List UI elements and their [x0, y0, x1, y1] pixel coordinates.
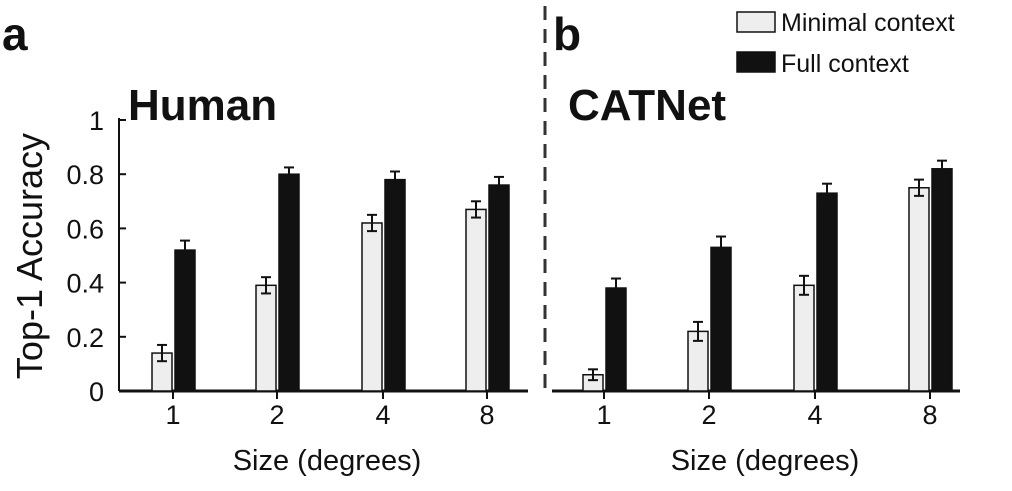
bar-minimal-context — [255, 284, 277, 392]
bar-full-context — [174, 249, 196, 392]
panel-a-x-axis-label: Size (degrees) — [233, 445, 422, 477]
panel-a-letter: a — [2, 8, 28, 60]
y-tick-label: 0.4 — [66, 269, 104, 299]
panel-b-plot: 1 2 4 8 — [552, 159, 960, 430]
panel-a-title: Human — [128, 81, 277, 130]
panel-b-x-axis-label: Size (degrees) — [671, 445, 860, 477]
panel-b-letter: b — [553, 8, 581, 60]
legend-swatch-minimal — [736, 11, 776, 33]
panel-a-plot: 1 2 4 8 — [119, 166, 528, 430]
bar-full-context — [384, 178, 406, 392]
legend-swatch-full — [736, 51, 776, 73]
legend: Minimal context Full context — [736, 9, 955, 78]
bar-full-context — [931, 168, 953, 392]
bar-full-context — [488, 184, 510, 392]
x-tick-label: 2 — [701, 400, 716, 430]
x-tick-label: 4 — [375, 400, 390, 430]
x-tick-label: 8 — [922, 400, 937, 430]
bar-full-context — [278, 173, 300, 392]
legend-label-full: Full context — [781, 50, 909, 78]
bar-minimal-context — [793, 284, 815, 392]
bar-minimal-context — [908, 187, 930, 392]
y-axis-label: Top-1 Accuracy — [9, 133, 50, 379]
y-tick-label: 0 — [89, 377, 104, 407]
panel-b-title: CATNet — [568, 81, 726, 130]
x-tick-label: 4 — [807, 400, 822, 430]
y-axis: 0 0.2 0.4 0.6 0.8 1 — [66, 106, 126, 407]
x-tick-label: 1 — [165, 400, 180, 430]
x-tick-label: 2 — [269, 400, 284, 430]
bar-full-context — [605, 287, 627, 392]
y-tick-label: 0.6 — [66, 214, 104, 244]
x-tick-label: 8 — [479, 400, 494, 430]
bar-full-context — [816, 192, 838, 392]
x-tick-label: 1 — [596, 400, 611, 430]
y-tick-label: 0.8 — [66, 160, 104, 190]
legend-label-minimal: Minimal context — [781, 9, 955, 37]
y-tick-label: 0.2 — [66, 323, 104, 353]
bar-full-context — [710, 246, 732, 392]
bar-minimal-context — [465, 208, 487, 392]
bar-minimal-context — [361, 222, 383, 392]
y-tick-label: 1 — [89, 106, 104, 136]
